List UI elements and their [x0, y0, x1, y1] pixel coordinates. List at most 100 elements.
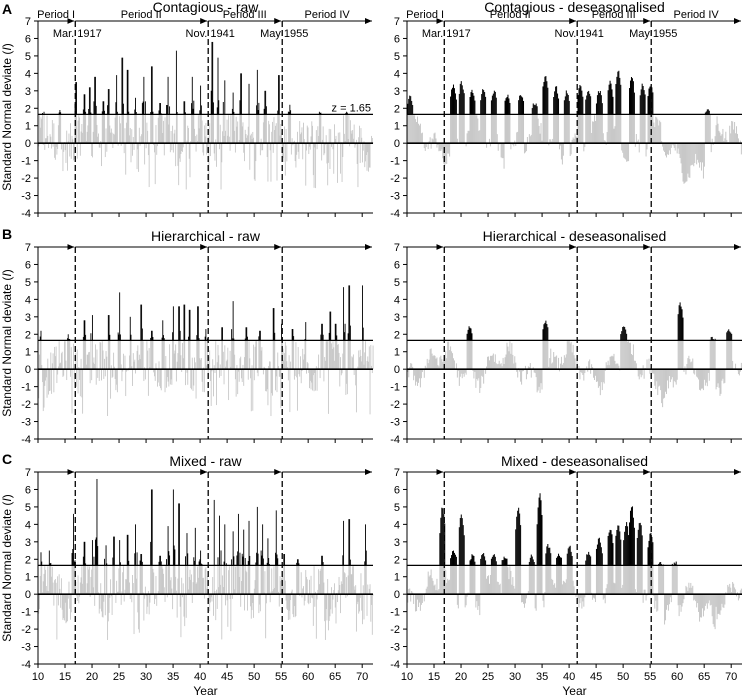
series-bar — [203, 577, 205, 595]
series-bar — [226, 594, 228, 601]
series-bar-above-threshold — [532, 103, 534, 115]
series-bar — [318, 354, 320, 370]
series-bar — [79, 117, 81, 144]
series-bar — [658, 565, 660, 595]
panel-title: Mixed - raw — [169, 453, 242, 469]
series-bar — [547, 340, 549, 370]
series-bar — [330, 129, 332, 144]
series-bar — [530, 565, 532, 595]
series-bars — [407, 302, 742, 408]
series-bar — [418, 594, 420, 603]
x-tick-label: 30 — [140, 671, 152, 683]
series-bar — [168, 369, 170, 387]
series-bar — [440, 143, 442, 151]
series-bar — [268, 124, 270, 144]
series-bar-above-threshold — [609, 529, 611, 566]
series-bar — [230, 366, 232, 370]
series-bar — [525, 143, 527, 152]
y-tick-label: 1 — [394, 572, 400, 584]
series-bar — [601, 114, 603, 144]
series-bar — [231, 340, 233, 370]
series-bar — [311, 594, 313, 598]
series-bar — [713, 594, 715, 627]
series-bar — [236, 565, 238, 595]
series-bar — [223, 565, 225, 595]
series-bar — [371, 365, 373, 370]
series-bar — [303, 359, 304, 370]
series-bar-above-threshold — [649, 86, 651, 115]
series-bar — [456, 369, 458, 378]
series-bar — [571, 139, 573, 144]
series-bar — [293, 369, 295, 380]
series-bar — [348, 565, 350, 595]
series-bar — [692, 585, 694, 595]
series-bar — [135, 114, 136, 144]
series-bar — [581, 114, 583, 144]
series-bar — [91, 143, 93, 156]
series-bar — [587, 114, 589, 144]
series-bar — [246, 340, 248, 370]
y-tick-label: 2 — [394, 103, 400, 115]
series-bar — [523, 114, 525, 144]
series-bar — [623, 143, 625, 158]
series-bar — [234, 369, 236, 380]
series-bar — [540, 123, 542, 144]
series-bar — [57, 125, 59, 144]
series-bar — [529, 363, 531, 370]
series-bar — [675, 565, 677, 595]
x-tick-label: 10 — [32, 671, 44, 683]
series-bar-above-threshold — [588, 551, 590, 566]
period-label: Period I — [406, 9, 444, 21]
series-bar — [307, 127, 309, 144]
series-bar — [460, 114, 462, 144]
series-bar — [358, 137, 360, 144]
series-bar — [107, 594, 109, 622]
series-bar — [120, 364, 122, 370]
series-bar — [330, 594, 332, 610]
series-bar-above-threshold — [247, 336, 248, 341]
series-bar — [170, 369, 172, 380]
series-bar — [457, 594, 459, 609]
series-bar — [635, 591, 637, 595]
series-bar — [221, 340, 223, 370]
series-bar — [412, 366, 414, 370]
series-bar — [567, 341, 569, 370]
series-bar — [577, 594, 579, 599]
series-bar — [278, 114, 280, 144]
series-bar — [553, 584, 555, 595]
series-bar — [94, 114, 96, 144]
series-bar — [641, 114, 643, 144]
series-bar-above-threshold — [68, 338, 70, 341]
series-bar — [717, 369, 719, 384]
series-bar — [298, 565, 300, 595]
series-bar — [429, 575, 431, 595]
series-bar — [221, 143, 223, 163]
series-bar-above-threshold — [115, 102, 117, 115]
series-bar — [675, 369, 677, 385]
series-bar — [725, 592, 727, 595]
series-bar — [173, 565, 175, 595]
series-bar-above-threshold — [528, 561, 530, 566]
series-bar-above-threshold — [277, 558, 279, 566]
series-bar-above-threshold — [50, 562, 52, 566]
series-bar — [306, 576, 307, 595]
series-bar — [331, 587, 332, 595]
series-bar-above-threshold — [595, 103, 597, 115]
series-bar — [64, 341, 66, 370]
series-bar — [50, 565, 52, 595]
series-bar — [157, 591, 159, 595]
series-bar — [703, 143, 705, 167]
series-bar — [511, 343, 513, 370]
series-bar-above-threshold — [297, 559, 299, 566]
series-bar — [636, 565, 638, 595]
series-bar-above-threshold — [625, 329, 627, 341]
series-bar — [516, 565, 518, 595]
series-bar — [189, 569, 191, 595]
series-bar-above-threshold — [83, 94, 85, 115]
series-bar-above-threshold — [711, 336, 713, 341]
series-bar — [248, 565, 250, 595]
series-bar — [215, 139, 217, 144]
series-bar — [86, 354, 88, 370]
series-bar — [147, 594, 149, 607]
series-bar — [247, 565, 249, 595]
